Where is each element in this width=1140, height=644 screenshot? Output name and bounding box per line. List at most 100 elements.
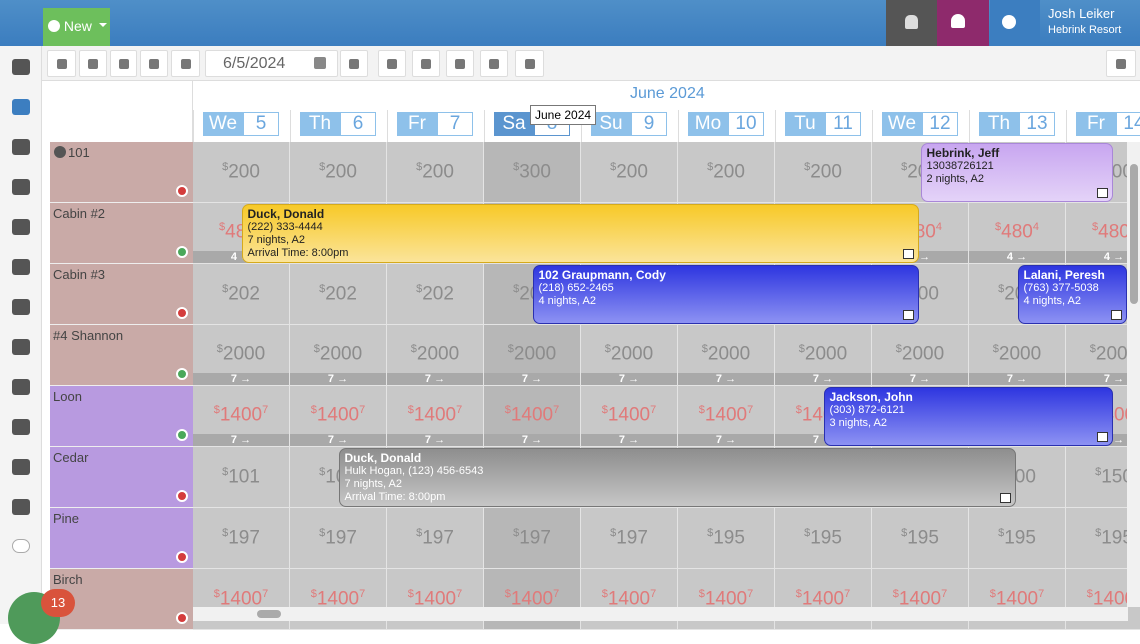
nav-icon[interactable]	[12, 299, 30, 315]
help-button[interactable]	[990, 0, 1040, 46]
booking[interactable]: Jackson, John (303) 872-6121 3 nights, A2	[823, 387, 1113, 446]
alerts-button[interactable]	[937, 0, 989, 46]
price-cell[interactable]: $200	[193, 142, 290, 203]
price-cell[interactable]: $197	[290, 508, 387, 569]
price-cell[interactable]: $195	[872, 508, 969, 569]
day-of-week[interactable]: Tu	[785, 112, 825, 136]
price-cell[interactable]: $2000 7 →	[290, 325, 387, 386]
v-thumb[interactable]	[1130, 164, 1138, 304]
toolbar-button[interactable]	[378, 50, 406, 77]
room-name[interactable]: Cabin #3	[53, 267, 106, 282]
toolbar-button[interactable]	[480, 50, 508, 77]
price-cell[interactable]: $300	[484, 142, 581, 203]
price-cell[interactable]: $195	[969, 508, 1066, 569]
nav-icon[interactable]	[12, 179, 30, 195]
day-number[interactable]: 12	[922, 112, 958, 136]
nav-icon[interactable]	[12, 459, 30, 475]
day-number[interactable]: 14	[1116, 112, 1140, 136]
booking[interactable]: Duck, Donald (222) 333-4444 7 nights, A2 Ar…	[241, 204, 919, 263]
day-number[interactable]: 5	[243, 112, 279, 136]
toolbar-button[interactable]	[171, 50, 200, 77]
day-of-week[interactable]: Th	[979, 112, 1019, 136]
price-cell[interactable]: $200	[775, 142, 872, 203]
room-name[interactable]: Loon	[53, 389, 82, 404]
nav-icon[interactable]	[12, 99, 30, 115]
v-scrollbar[interactable]	[1127, 142, 1140, 607]
price-cell[interactable]: $197	[581, 508, 678, 569]
price-cell[interactable]: $2000 7 →	[969, 325, 1066, 386]
price-cell[interactable]: $197	[387, 508, 484, 569]
user-name[interactable]: Josh Leiker	[1048, 6, 1115, 21]
day-of-week[interactable]: Mo	[688, 112, 728, 136]
room-name[interactable]: Cedar	[53, 450, 89, 465]
day-of-week[interactable]: We	[203, 112, 243, 136]
room-name[interactable]: Cabin #2	[53, 206, 106, 221]
price-cell[interactable]: $2000 7 →	[193, 325, 290, 386]
room-name[interactable]: #4 Shannon	[53, 328, 124, 343]
nav-icon[interactable]	[12, 259, 30, 275]
toolbar-button[interactable]	[79, 50, 107, 77]
day-number[interactable]: 6	[340, 112, 376, 136]
room-name[interactable]: Pine	[53, 511, 80, 526]
nav-icon[interactable]	[12, 539, 30, 553]
toolbar-button[interactable]	[140, 50, 168, 77]
toolbar-button[interactable]	[1106, 50, 1136, 77]
day-of-week[interactable]: Su	[591, 112, 631, 136]
day-number[interactable]: 7	[437, 112, 473, 136]
price-cell[interactable]: $200	[678, 142, 775, 203]
day-number[interactable]: 9	[631, 112, 667, 136]
nav-icon[interactable]	[12, 139, 30, 155]
day-number[interactable]: 10	[728, 112, 764, 136]
price-cell[interactable]: $2000 7 →	[775, 325, 872, 386]
price-cell[interactable]: $101	[193, 447, 290, 508]
day-number[interactable]: 13	[1019, 112, 1055, 136]
nav-icon[interactable]	[12, 379, 30, 395]
price-cell[interactable]: $197	[484, 508, 581, 569]
room-name[interactable]: Birch	[53, 572, 83, 587]
toolbar-button[interactable]	[412, 50, 440, 77]
booking[interactable]: Lalani, Peresh (763) 377-5038 4 nights, A2	[1017, 265, 1127, 324]
day-of-week[interactable]: Fr	[397, 112, 437, 136]
price-cell[interactable]: $202	[290, 264, 387, 325]
price-cell[interactable]: $2000 7 →	[581, 325, 678, 386]
price-cell[interactable]: $195	[678, 508, 775, 569]
price-cell[interactable]: $2000 7 →	[678, 325, 775, 386]
nav-icon[interactable]	[12, 339, 30, 355]
toolbar-button[interactable]	[446, 50, 474, 77]
day-of-week[interactable]: Th	[300, 112, 340, 136]
price-cell[interactable]: $2000 7 →	[484, 325, 581, 386]
resort-name[interactable]: Hebrink Resort	[1048, 24, 1122, 36]
price-cell[interactable]: $2000 7 →	[387, 325, 484, 386]
nav-icon[interactable]	[12, 219, 30, 235]
day-of-week[interactable]: Fr	[1076, 112, 1116, 136]
day-of-week[interactable]: We	[882, 112, 922, 136]
price-cell[interactable]: $197	[193, 508, 290, 569]
nav-icon[interactable]	[12, 59, 30, 75]
h-thumb[interactable]	[257, 610, 281, 618]
day-number[interactable]: 11	[825, 112, 861, 136]
booking[interactable]: Duck, Donald Hulk Hogan, (123) 456-6543 7 …	[338, 448, 1016, 507]
price-cell[interactable]: $200	[387, 142, 484, 203]
price-cell[interactable]: $200	[581, 142, 678, 203]
price-cell[interactable]: $202	[193, 264, 290, 325]
booking[interactable]: 102 Graupmann, Cody (218) 652-2465 4 night…	[532, 265, 919, 324]
h-scrollbar[interactable]	[193, 607, 1128, 621]
nav-icon[interactable]	[12, 499, 30, 515]
agent-button[interactable]	[886, 0, 937, 46]
toolbar-button[interactable]	[47, 50, 76, 77]
toolbar-button[interactable]	[515, 50, 544, 77]
price-cell[interactable]: $195	[775, 508, 872, 569]
new-button[interactable]: New	[43, 8, 110, 46]
room-name[interactable]: 101	[68, 145, 90, 160]
nav-icon[interactable]	[12, 419, 30, 435]
toolbar-button[interactable]	[110, 50, 137, 77]
toolbar-button[interactable]	[340, 50, 368, 77]
day-of-week[interactable]: Sa	[494, 112, 534, 136]
